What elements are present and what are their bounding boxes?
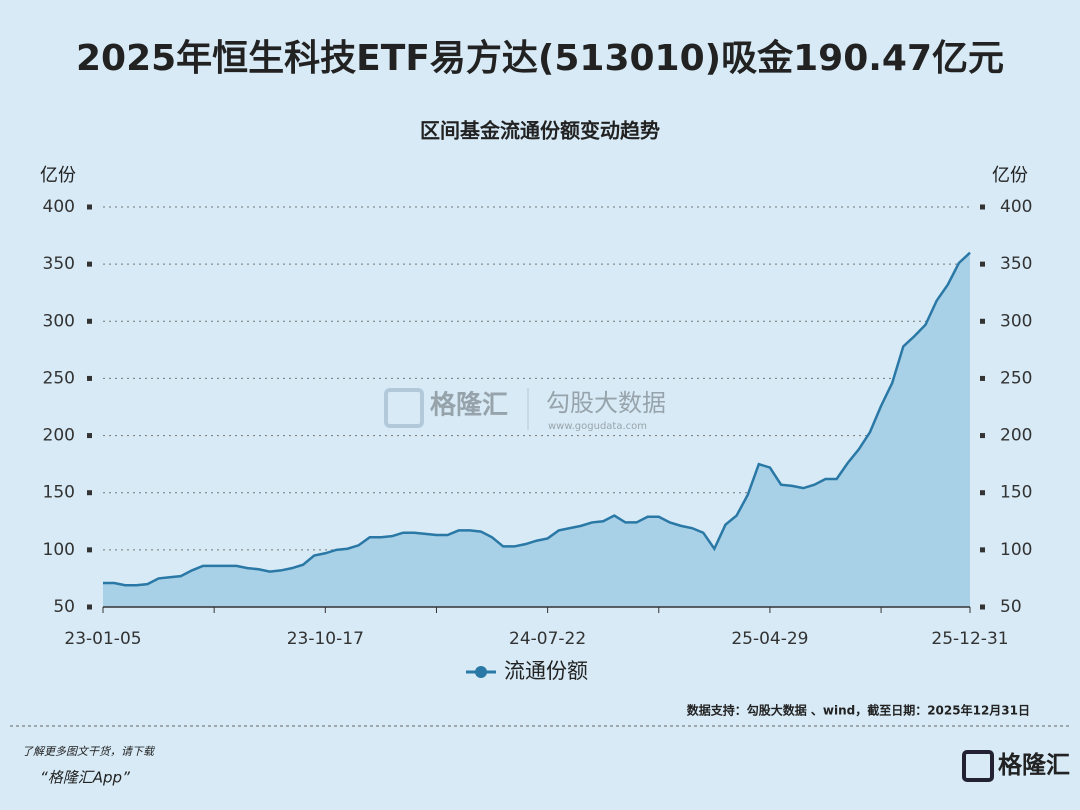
footer-logo-icon [962,750,994,782]
watermark-brand: 格隆汇 [430,390,508,421]
chart-subtitle: 区间基金流通份额变动趋势 [420,119,660,143]
source-note: 数据支持：勾股大数据 、wind，截至日期：2025年12月31日 [687,703,1030,718]
watermark-partner: 勾股大数据 [546,389,666,417]
y-tick-label: 100 [43,540,75,560]
y2-tick-mark [980,490,985,496]
y2-tick-mark [980,375,985,381]
y-tick-label: 150 [43,483,75,503]
y-tick-mark [87,604,92,610]
x-tick-label: 25-12-31 [931,629,1008,649]
y2-tick-mark [980,204,985,210]
y-tick-label: 50 [53,597,75,617]
y-tick-label: 400 [43,197,75,217]
y2-tick-label: 50 [1000,597,1022,617]
footer-line2: “格隆汇App” [40,769,130,787]
y2-tick-mark [980,547,985,553]
watermark-icon [384,388,424,428]
y-tick-mark [87,375,92,381]
y2-tick-mark [980,604,985,610]
y-tick-mark [87,490,92,496]
area [103,252,970,607]
y2-axis-label: 亿份 [992,165,1028,186]
y-tick-mark [87,318,92,324]
y-tick-label: 200 [43,426,75,446]
y-tick-mark [87,261,92,267]
y2-tick-mark [980,261,985,267]
watermark-url: www.gogudata.com [548,421,647,432]
line [103,251,971,587]
y2-tick-mark [980,433,985,439]
y2-tick-label: 150 [1000,483,1032,503]
y2-tick-label: 250 [1000,368,1032,388]
legend-marker [475,666,487,678]
y-axis-label: 亿份 [40,165,76,186]
y2-tick-label: 300 [1000,311,1032,331]
y2-tick-label: 100 [1000,540,1032,560]
x-tick-label: 23-01-05 [64,629,141,649]
legend-label: 流通份额 [504,659,588,683]
footer-logo: 格隆汇 [998,751,1070,779]
x-tick-label: 25-04-29 [731,629,808,649]
y-tick-label: 350 [43,254,75,274]
y-tick-mark [87,204,92,210]
chart-title: 2025年恒生科技ETF易方达(513010)吸金190.47亿元 [76,37,1004,79]
y2-tick-mark [980,318,985,324]
x-tick-label: 23-10-17 [287,629,364,649]
x-tick-label: 24-07-22 [509,629,586,649]
y-tick-label: 300 [43,311,75,331]
footer-line1: 了解更多图文干货，请下载 [22,745,156,758]
y-tick-mark [87,433,92,439]
y-tick-mark [87,547,92,553]
watermark: 格隆汇 勾股大数据 www.gogudata.com [384,388,666,432]
y2-tick-label: 350 [1000,254,1032,274]
y2-tick-label: 400 [1000,197,1032,217]
y2-tick-label: 200 [1000,426,1032,446]
y-tick-label: 250 [43,368,75,388]
